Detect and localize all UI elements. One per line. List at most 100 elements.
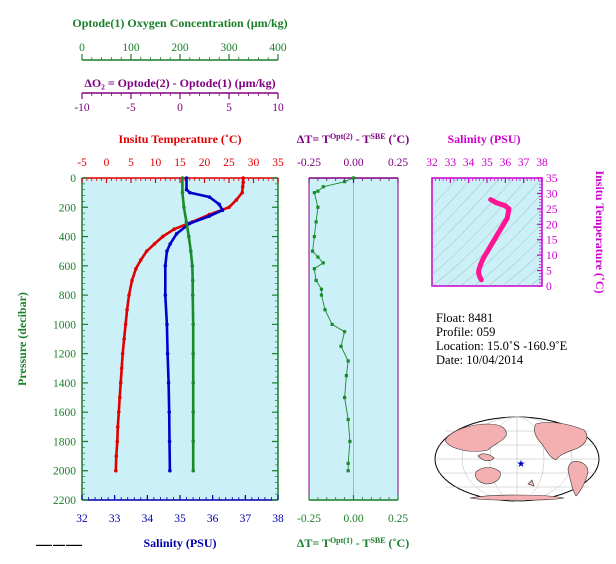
- salinity-profile-point: [184, 176, 189, 180]
- pressure-tick-label: 1400: [53, 378, 76, 390]
- delta-o2-tick-label: 0: [177, 102, 183, 114]
- delta-t-top-title-sup1: Opt(2): [330, 132, 353, 141]
- land-north-america: [534, 422, 588, 461]
- inset-temperature-tick-label: 35: [546, 173, 558, 185]
- delta-t-point: [314, 278, 318, 283]
- temperature-axis-title: Insitu Temperature (˚C): [118, 132, 241, 146]
- salinity-profile-point: [165, 249, 169, 253]
- delta-t-point: [310, 249, 315, 253]
- temperature-profile-point: [114, 468, 118, 473]
- pressure-tick-label: 2200: [53, 495, 76, 507]
- pressure-tick-label: 400: [59, 232, 77, 244]
- temperature-profile-point: [123, 322, 128, 327]
- delta-t-top-title-part2: - T: [353, 132, 371, 146]
- inset-temperature-tick-label: 20: [546, 219, 558, 231]
- delta-t-point: [344, 373, 348, 378]
- salinity-tick-label: 36: [207, 513, 219, 525]
- salinity-profile-point: [165, 322, 169, 327]
- isopycnal-line: [432, 178, 487, 236]
- delta-o2-tick-label: 5: [226, 102, 232, 114]
- delta-t-line: [312, 177, 354, 471]
- oxygen-profile-point: [180, 190, 185, 195]
- delta-t-point: [339, 344, 343, 348]
- delta-t-point: [330, 322, 334, 326]
- salinity-profile-point: [168, 242, 172, 246]
- isopycnal-line: [432, 178, 529, 276]
- isopycnal-line: [432, 178, 515, 263]
- inset-salinity-tick-label: 37: [518, 157, 530, 169]
- isopycnal-line: [515, 263, 542, 286]
- delta-t-bottom-title-part1: ΔT= T: [297, 536, 330, 550]
- salinity-profile-point: [184, 187, 189, 192]
- delta-t-point: [348, 439, 352, 444]
- temperature-tick-label: -5: [77, 157, 87, 169]
- salinity-profile-point: [217, 202, 221, 207]
- inset-salinity-tick-label: 34: [463, 157, 475, 169]
- delta-t-point: [346, 359, 350, 363]
- inset-temperature-tick-label: 30: [546, 188, 558, 200]
- oxygen-tick-label: 100: [122, 42, 140, 54]
- oxygen-profile-point: [191, 351, 196, 356]
- isopycnal-line: [432, 178, 473, 222]
- temperature-profile-point: [130, 278, 134, 283]
- salinity-profile-point: [166, 381, 171, 385]
- pressure-tick-label: 2000: [53, 466, 76, 478]
- ts-inset-background: [431, 177, 543, 287]
- oxygen-profile-point: [180, 176, 185, 180]
- inset-temperature-tick-label: 0: [546, 281, 552, 293]
- delta-t-bottom-title-sup2: SBE: [370, 536, 385, 545]
- salinity-tick-label: 34: [142, 513, 154, 525]
- salinity-profile-point: [207, 195, 212, 199]
- delta-o2-tick-label: -10: [74, 102, 90, 114]
- temperature-profile-point: [152, 242, 157, 246]
- delta-t-top-title-part3: (˚C): [386, 132, 410, 146]
- temperature-tick-label: 5: [128, 157, 134, 169]
- isopycnal-line: [432, 178, 542, 286]
- delta-t-point: [316, 205, 320, 209]
- temperature-profile-point: [116, 410, 121, 414]
- oxygen-profile-point: [191, 468, 196, 473]
- delta-t-point: [319, 287, 324, 291]
- delta-t-top-title-part1: ΔT= T: [297, 132, 330, 146]
- temperature-profile-point: [234, 198, 239, 202]
- delta-t-bottom-title-sup1: Opt(1): [330, 536, 353, 545]
- isopycnal-line: [529, 276, 542, 286]
- land-new-zealand: [527, 479, 535, 487]
- temperature-tick-label: 10: [150, 157, 162, 169]
- inset-salinity-tick-label: 36: [500, 157, 512, 169]
- salinity-profile-point: [207, 214, 212, 218]
- salinity-profile-point: [168, 468, 172, 473]
- salinity-tick-label: 38: [272, 513, 284, 525]
- temperature-profile-point: [161, 234, 165, 239]
- pressure-tick-label: 1200: [53, 349, 76, 361]
- temperature-tick-label: 15: [174, 157, 186, 169]
- temperature-profile-point: [139, 258, 143, 262]
- isopycnal-line: [501, 250, 542, 286]
- inset-salinity-tick-label: 33: [445, 157, 457, 169]
- oxygen-tick-label: 300: [220, 42, 238, 54]
- temperature-profile-point: [241, 176, 246, 180]
- delta-t-point: [316, 255, 320, 259]
- temperature-tick-label: 35: [272, 157, 284, 169]
- pressure-tick-label: 0: [70, 173, 76, 185]
- float-id: Float: 8481: [436, 311, 493, 325]
- pressure-tick-label: 600: [59, 261, 77, 273]
- float-info: Float: 8481 Profile: 059 Location: 15.0˚…: [436, 311, 568, 367]
- temperature-profile-point: [240, 190, 245, 195]
- delta-t-bottom-title-part3: (˚C): [386, 536, 410, 550]
- inset-salinity-tick-label: 35: [481, 157, 493, 169]
- salinity-profile-point: [165, 351, 170, 356]
- oxygen-profile-point: [191, 439, 196, 444]
- small-stamp-text: ▬▬▬▬ ▬▬▬ ▬▬▬▬: [36, 542, 82, 547]
- delta-t-panel: -0.25 0.00 0.25 -0.25 0.00 0.25: [297, 157, 408, 525]
- isopycnal-line: [432, 178, 501, 250]
- delta-t-top-tick-label: 0.00: [343, 157, 363, 169]
- oxygen-profile-point: [184, 220, 189, 224]
- temperature-profile-line: [114, 178, 245, 471]
- delta-o2-tick-label: -5: [126, 102, 136, 114]
- oxygen-profile-point: [188, 249, 193, 253]
- oxygen-tick-label: 400: [269, 42, 287, 54]
- delta-o2-axis-title: ΔO₂ = Optode(2) - Optode(1) (µm/kg): [84, 76, 275, 90]
- oxygen-axis-title: Optode(1) Oxygen Concentration (µm/kg): [72, 16, 287, 30]
- salinity-axis-label: Salinity (PSU): [143, 536, 216, 550]
